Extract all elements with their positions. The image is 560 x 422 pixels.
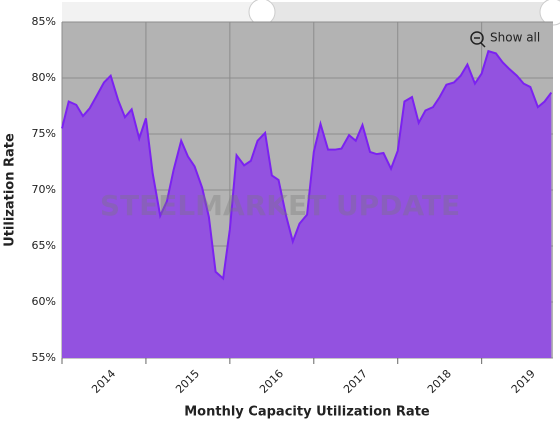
- zoom-icon: [480, 42, 486, 48]
- y-tick-label: 75%: [32, 127, 56, 140]
- y-tick-label: 70%: [32, 183, 56, 196]
- y-axis-title: Utilization Rate: [3, 133, 18, 247]
- navigator-handle[interactable]: [248, 0, 276, 26]
- area: [62, 51, 552, 359]
- y-tick-label: 85%: [32, 15, 56, 28]
- watermark: STEELMARKET UPDATE: [100, 189, 460, 222]
- y-tick-label: 55%: [32, 351, 56, 364]
- x-axis-title: Monthly Capacity Utilization Rate: [184, 405, 430, 420]
- x-tick-label: 2015: [173, 367, 202, 396]
- zoom-icon[interactable]: [470, 31, 484, 45]
- x-tick-label: 2019: [509, 367, 538, 396]
- x-tick-label: 2016: [257, 367, 286, 396]
- navigator-window: [62, 2, 262, 22]
- x-tick-label: 2014: [89, 367, 118, 396]
- y-tick-label: 80%: [32, 71, 56, 84]
- x-tick-label: 2018: [425, 367, 454, 396]
- line: [61, 49, 553, 281]
- y-tick-label: 65%: [32, 239, 56, 252]
- y-tick-label: 60%: [32, 295, 56, 308]
- show-all-button[interactable]: Show all: [490, 31, 540, 45]
- x-tick-label: 2017: [341, 367, 370, 396]
